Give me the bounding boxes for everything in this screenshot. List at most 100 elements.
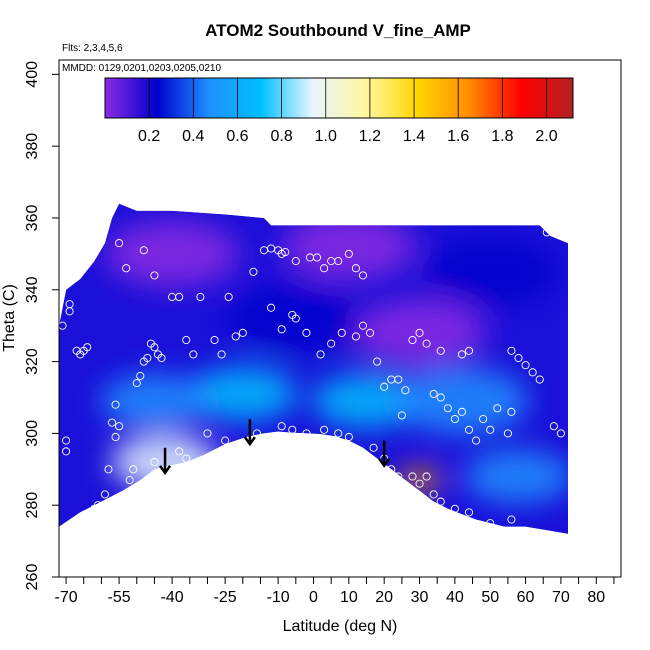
- observation-point: [429, 490, 438, 499]
- observation-point: [150, 271, 159, 280]
- observation-point: [429, 389, 438, 398]
- observation-point: [408, 472, 417, 481]
- plot-frame: [58, 59, 622, 578]
- field-blobs: [100, 213, 568, 504]
- observation-point: [62, 447, 71, 456]
- arrow-head: [159, 465, 172, 476]
- x-tick-label: -70: [55, 589, 78, 606]
- x-axis-label: Latitude (deg N): [283, 618, 398, 635]
- colorbar-tick-label: 1.0: [315, 128, 337, 145]
- observation-point: [464, 508, 474, 517]
- observation-point: [415, 479, 424, 488]
- observation-point: [479, 414, 488, 424]
- colorbar-tick-label: 0.8: [270, 128, 292, 145]
- observation-point: [291, 257, 300, 266]
- colorbar-tick-label: 1.6: [447, 128, 469, 145]
- annotation-arrows: [159, 419, 391, 476]
- field-blob: [100, 373, 209, 429]
- observation-point: [397, 411, 406, 420]
- observation-point: [150, 343, 159, 352]
- field-blob: [464, 449, 568, 504]
- colorbar-gradient: [104, 77, 574, 119]
- observation-point: [365, 328, 375, 337]
- x-tick-label: 70: [552, 589, 570, 606]
- colorbar-tick-label: 1.8: [491, 128, 513, 145]
- observation-point: [556, 429, 565, 438]
- observation-point: [302, 429, 311, 438]
- observation-point: [139, 246, 148, 255]
- field-blob: [312, 373, 421, 429]
- observation-point: [493, 404, 502, 413]
- observation-point: [65, 307, 74, 316]
- data-field: [59, 203, 568, 534]
- observation-point: [472, 436, 481, 445]
- observation-point: [224, 292, 233, 302]
- observation-point: [327, 339, 336, 348]
- y-tick-label: 380: [24, 133, 41, 160]
- observation-point: [90, 504, 99, 513]
- observation-point: [507, 346, 516, 355]
- annotation-arrow: [159, 447, 172, 476]
- x-tick-label: -55: [108, 589, 131, 606]
- observation-points: [58, 228, 565, 528]
- observation-point: [394, 472, 403, 481]
- flights-subtitle: Flts: 2,3,4,5,6: [62, 43, 123, 54]
- observation-point: [415, 328, 424, 337]
- x-tick-label: 40: [446, 589, 464, 606]
- observation-point: [182, 335, 191, 345]
- dates-subtitle: MMDD: 0129,0201,0203,0205,0210: [62, 63, 221, 74]
- y-tick-label: 360: [24, 205, 41, 232]
- observation-point: [408, 335, 417, 345]
- observation-point: [334, 257, 343, 266]
- observation-point: [337, 328, 346, 337]
- observation-point: [450, 504, 459, 513]
- observation-point: [277, 325, 286, 334]
- observation-point: [503, 429, 512, 438]
- observation-point: [320, 425, 329, 434]
- field-blob: [423, 238, 558, 306]
- observation-point: [83, 343, 92, 352]
- observation-point: [387, 465, 396, 474]
- observation-point: [351, 264, 360, 273]
- observation-point: [231, 332, 240, 341]
- arrow-head: [243, 436, 256, 447]
- observation-point: [136, 371, 145, 380]
- colorbar-tick-label: 0.2: [138, 128, 160, 145]
- annotation-arrow: [243, 419, 256, 447]
- y-tick-label: 260: [24, 564, 41, 591]
- observation-point: [464, 425, 474, 434]
- x-tick-label: 80: [587, 589, 605, 606]
- x-tick-label: 50: [481, 589, 499, 606]
- observation-point: [457, 350, 466, 359]
- observation-point: [125, 476, 134, 485]
- observation-point: [281, 248, 290, 257]
- observation-point: [157, 353, 166, 363]
- observation-point: [267, 303, 276, 312]
- colorbar-tick-lines: [148, 78, 547, 118]
- observation-point: [129, 465, 138, 474]
- observation-point: [122, 264, 131, 273]
- observation-point: [521, 361, 530, 370]
- x-tick-label: 60: [517, 589, 535, 606]
- observation-point: [115, 422, 124, 431]
- observation-point: [221, 436, 230, 445]
- field-blob: [228, 284, 364, 353]
- observation-point: [203, 429, 212, 438]
- colorbar-tick-label: 2.0: [535, 128, 557, 145]
- field-blob: [104, 220, 240, 288]
- observation-point: [436, 497, 445, 506]
- x-tick-label: 20: [375, 589, 393, 606]
- observation-point: [312, 253, 322, 262]
- observation-point: [249, 267, 258, 276]
- observation-point: [320, 264, 329, 273]
- x-tick-label: 10: [340, 589, 358, 606]
- colorbar-tick-label: 1.2: [359, 128, 381, 145]
- observation-point: [104, 465, 113, 474]
- colorbar-tick-label: 0.4: [182, 128, 204, 145]
- y-axis: 260 280 300 320 340 360 380 400: [24, 61, 59, 590]
- observation-point: [344, 432, 353, 442]
- y-tick-label: 320: [24, 348, 41, 375]
- chart-title: ATOM2 Southbound V_fine_AMP: [205, 21, 471, 40]
- observation-point: [464, 346, 474, 355]
- observation-point: [358, 321, 368, 330]
